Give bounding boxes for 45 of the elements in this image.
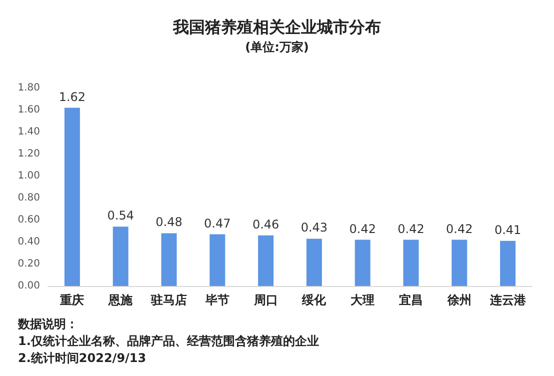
text: 2.统计时间2022/9/13 bbox=[18, 351, 146, 365]
bar bbox=[112, 226, 128, 286]
y-tick-label: 0.20 bbox=[18, 258, 40, 270]
x-tick-label: 周口 bbox=[252, 293, 278, 307]
bar bbox=[64, 108, 80, 286]
bar bbox=[403, 240, 419, 286]
text: 1.仅统计企业名称、品牌产品、经营范围含猪养殖的企业 bbox=[18, 334, 319, 348]
y-tick-label: 0.00 bbox=[18, 280, 40, 292]
x-tick-label: 恩施 bbox=[108, 293, 134, 307]
data-label: 0.42 bbox=[349, 222, 376, 236]
bar bbox=[161, 233, 177, 286]
x-tick-label: 毕节 bbox=[204, 293, 230, 307]
y-tick-label: 1.60 bbox=[18, 104, 40, 116]
x-tick-label: 连云港 bbox=[488, 293, 527, 307]
data-label: 0.46 bbox=[252, 217, 280, 232]
y-tick-label: 0.80 bbox=[18, 192, 40, 204]
x-tick-label: 绥化 bbox=[301, 293, 328, 307]
bar bbox=[210, 234, 226, 286]
data-label: 0.43 bbox=[300, 220, 328, 235]
y-tick-label: 0.60 bbox=[18, 214, 40, 226]
y-tick-label: 0.40 bbox=[18, 236, 40, 248]
text: 数据说明： bbox=[17, 317, 78, 331]
data-label: 0.42 bbox=[398, 222, 424, 236]
x-tick-label: 重庆 bbox=[59, 293, 84, 307]
data-label: 0.42 bbox=[446, 222, 473, 236]
data-label: 0.48 bbox=[156, 215, 182, 230]
bar bbox=[306, 238, 322, 286]
bar bbox=[500, 240, 516, 286]
chart-title: 我国猪养殖相关企业城市分布 bbox=[172, 18, 381, 36]
y-tick-label: 1.80 bbox=[18, 82, 40, 94]
x-tick-label: 宜昌 bbox=[399, 293, 423, 307]
x-tick-label: 大理 bbox=[350, 293, 375, 307]
x-tick-label: 徐州 bbox=[446, 293, 472, 307]
y-tick-label: 1.20 bbox=[18, 148, 40, 160]
bar bbox=[452, 240, 468, 286]
bar bbox=[258, 235, 274, 286]
data-label: 0.47 bbox=[204, 216, 231, 230]
chart-subtitle: (单位:万家) bbox=[245, 40, 309, 54]
x-tick-label: 驻马店 bbox=[150, 293, 187, 307]
y-tick-label: 1.40 bbox=[18, 126, 40, 138]
data-label: 1.62 bbox=[58, 90, 86, 104]
data-label: 0.54 bbox=[107, 208, 134, 223]
data-label: 0.41 bbox=[494, 222, 522, 237]
bar bbox=[354, 240, 370, 286]
y-tick-label: 1.00 bbox=[18, 170, 40, 182]
